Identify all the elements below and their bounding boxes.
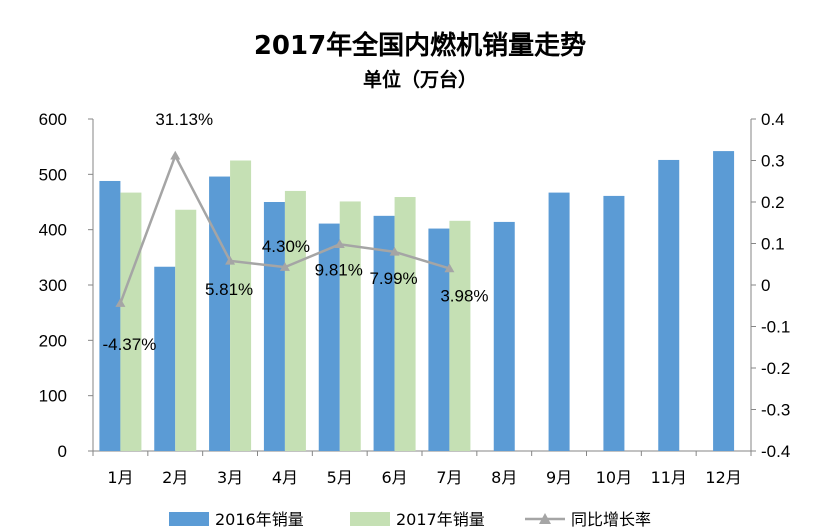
growth-rate-data-label: 7.99% <box>369 269 417 288</box>
growth-rate-marker <box>389 246 400 256</box>
chart-title: 2017年全国内燃机销量走势 <box>254 30 586 61</box>
y-left-tick-label: 400 <box>39 221 67 240</box>
growth-rate-marker <box>170 150 181 160</box>
growth-rate-marker <box>279 262 290 271</box>
bar-2016 <box>428 228 450 451</box>
bars-group <box>99 151 735 452</box>
legend-label-2017: 2017年销量 <box>396 510 485 529</box>
legend-label-2016: 2016年销量 <box>215 510 304 529</box>
x-tick-label: 10月 <box>596 468 632 487</box>
x-tick-label: 1月 <box>107 468 133 487</box>
legend-swatch-2017 <box>350 512 390 526</box>
growth-rate-data-label: 9.81% <box>315 260 363 279</box>
x-tick-label: 4月 <box>272 468 298 487</box>
y-left-tick-label: 500 <box>39 165 67 184</box>
bar-2017 <box>120 192 142 452</box>
growth-rate-marker <box>444 263 455 273</box>
y-right-tick-label: -0.4 <box>761 442 790 461</box>
x-tick-label: 6月 <box>381 468 407 487</box>
y-right-tick-label: 0.4 <box>761 110 785 129</box>
bar-2016 <box>713 151 735 452</box>
y-left-tick-label: 300 <box>39 276 67 295</box>
y-right-tick-label: 0.2 <box>761 193 785 212</box>
y-right-tick-label: 0.3 <box>761 152 785 171</box>
growth-rate-data-label: -4.37% <box>102 335 156 354</box>
growth-rate-data-label: 3.98% <box>440 286 488 305</box>
x-tick-label: 5月 <box>327 468 353 487</box>
chart-subtitle: 单位（万台） <box>363 68 477 91</box>
bar-2017 <box>284 190 306 451</box>
growth-rate-marker <box>225 255 236 265</box>
growth-rate-data-label: 31.13% <box>155 110 213 129</box>
y-left-tick-label: 200 <box>39 331 67 350</box>
legend: 2016年销量 2017年销量 同比增长率 <box>169 510 651 529</box>
growth-rate-data-label: 4.30% <box>262 237 310 256</box>
x-tick-label: 3月 <box>217 468 243 487</box>
bar-2016 <box>318 223 340 451</box>
axes-group: 0 100 200 300 400 500 600 -0.4 -0.3 -0.2 -0.1 0 0.1 0… <box>39 110 791 487</box>
bar-2017 <box>394 197 416 451</box>
growth-rate-marker <box>115 298 126 307</box>
x-tick-label: 8月 <box>491 468 517 487</box>
y-right-tick-label: -0.1 <box>761 318 790 337</box>
bar-2016 <box>209 176 231 451</box>
growth-rate-marker <box>334 239 345 249</box>
x-tick-label: 2月 <box>162 468 188 487</box>
bar-2016 <box>603 195 625 451</box>
bar-2016 <box>493 221 515 451</box>
legend-swatch-2016 <box>169 512 209 526</box>
growth-rate-data-label: 5.81% <box>205 280 253 299</box>
legend-label-growth: 同比增长率 <box>571 510 651 529</box>
growth-line-group <box>115 150 455 307</box>
data-labels-group: -4.37% 31.13% 5.81% 4.30% 9.81% 7.99% 3.98% <box>102 110 488 354</box>
bar-2016 <box>373 215 395 451</box>
legend-marker-growth <box>539 513 551 524</box>
x-tick-label: 7月 <box>436 468 462 487</box>
y-right-tick-label: 0 <box>761 276 770 295</box>
y-right-tick-label: 0.1 <box>761 235 785 254</box>
y-left-tick-label: 100 <box>39 387 67 406</box>
y-right-tick-label: -0.2 <box>761 359 790 378</box>
bar-2017 <box>175 209 197 451</box>
y-left-tick-label: 600 <box>39 110 67 129</box>
bar-2017 <box>230 160 252 451</box>
bar-2017 <box>449 220 471 451</box>
x-tick-label: 12月 <box>705 468 741 487</box>
bar-2016 <box>548 192 570 452</box>
x-tick-label: 9月 <box>546 468 572 487</box>
bar-2016 <box>154 266 176 451</box>
y-right-tick-label: -0.3 <box>761 401 790 420</box>
bar-2017 <box>339 201 361 451</box>
bar-2016 <box>658 159 680 452</box>
x-tick-label: 11月 <box>651 468 687 487</box>
y-left-tick-label: 0 <box>58 442 67 461</box>
bar-2016 <box>99 180 121 451</box>
